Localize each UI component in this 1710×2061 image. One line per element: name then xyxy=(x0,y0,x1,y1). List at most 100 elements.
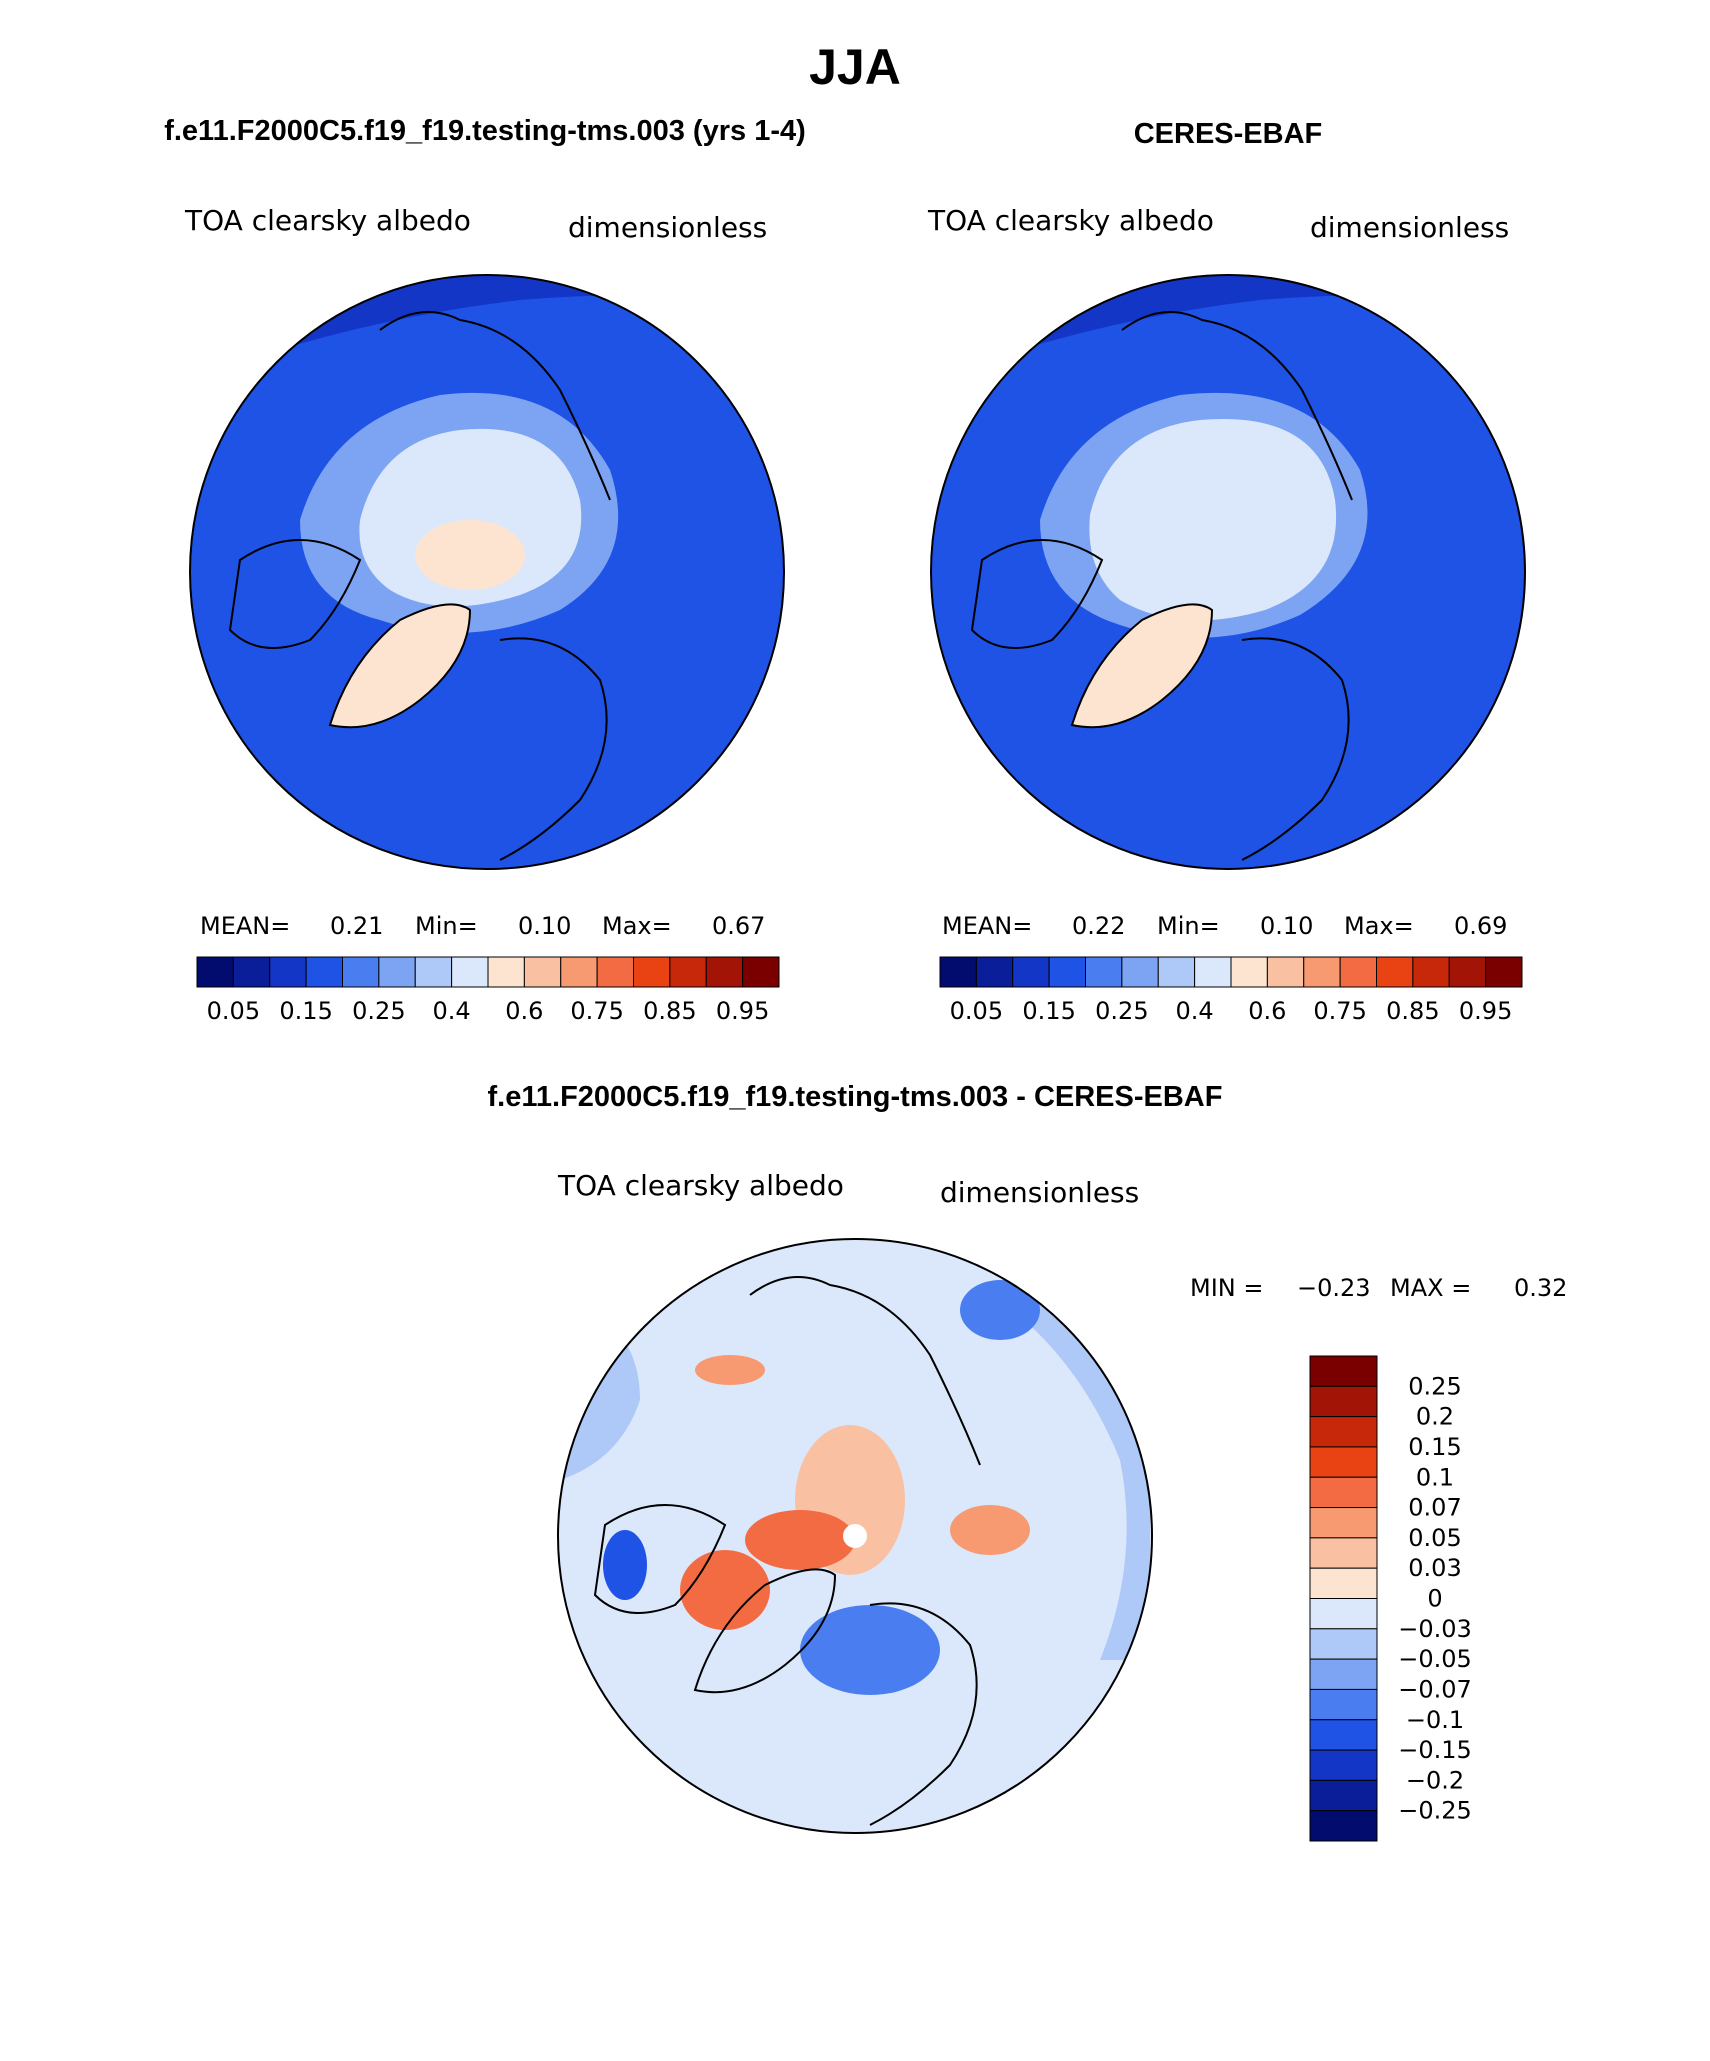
colorbar-model-swatch xyxy=(196,956,234,988)
panel-obs-title: CERES-EBAF xyxy=(1134,118,1323,150)
map-diff-pole-hole xyxy=(843,1524,867,1548)
map-model-north-america xyxy=(228,539,362,649)
colorbar-obs-swatch xyxy=(1303,956,1341,988)
map-diff-positive-alaska xyxy=(695,1355,765,1385)
colorbar-diff-tick-label: 0.2 xyxy=(1416,1403,1454,1431)
map-diff-negative-east xyxy=(1000,1300,1150,1660)
map-obs xyxy=(931,275,1525,869)
colorbar-obs-swatch xyxy=(1230,956,1268,988)
colorbar-model-tick-label: 0.85 xyxy=(643,997,696,1025)
map-model-siberia-coast xyxy=(379,311,611,501)
panel-diff-title: f.e11.F2000C5.f19_f19.testing-tms.003 - … xyxy=(488,1081,1223,1113)
colorbar-diff-tick-label: −0.1 xyxy=(1406,1706,1464,1734)
colorbar-diff-swatch xyxy=(1309,1537,1378,1569)
stats-model-min: 0.10 xyxy=(518,912,571,940)
colorbar-diff-swatch xyxy=(1309,1567,1378,1599)
stats-obs-mean: 0.22 xyxy=(1072,912,1125,940)
minmax-diff-min: −0.23 xyxy=(1297,1274,1371,1302)
colorbar-obs-swatch xyxy=(1266,956,1305,988)
colorbar-diff-swatch xyxy=(1309,1688,1378,1721)
colorbar-model-swatch xyxy=(378,956,416,988)
map-obs-eurasia xyxy=(1241,637,1350,861)
colorbar-obs-tick-label: 0.05 xyxy=(950,997,1003,1025)
stats-model-mean: 0.21 xyxy=(330,912,383,940)
panel-obs: CERES-EBAF TOA clearsky albedo dimension… xyxy=(927,118,1526,1025)
stats-obs-min: 0.10 xyxy=(1260,912,1313,940)
map-obs-polar-anomaly xyxy=(1175,532,1255,588)
minmax-diff-max: 0.32 xyxy=(1514,1274,1567,1302)
colorbar-obs-tick-label: 0.75 xyxy=(1313,997,1366,1025)
colorbar-obs-swatch xyxy=(1157,956,1196,988)
colorbar-model-tick-label: 0.4 xyxy=(433,997,471,1025)
colorbar-model-swatch xyxy=(487,956,525,988)
map-model xyxy=(190,275,784,869)
stats-model-min-label: Min= xyxy=(415,912,478,940)
colorbar-obs-tick-label: 0.15 xyxy=(1022,997,1075,1025)
colorbar-obs-swatch xyxy=(1048,956,1086,988)
colorbar-model-swatch xyxy=(669,956,707,988)
stats-model-max: 0.67 xyxy=(712,912,765,940)
colorbar-model xyxy=(196,956,780,988)
map-obs-siberia-coast xyxy=(1121,311,1353,501)
colorbar-diff xyxy=(1309,1355,1378,1842)
map-obs-greenland xyxy=(1070,603,1214,729)
map-model-ice-pack xyxy=(359,428,582,607)
panel-model: f.e11.F2000C5.f19_f19.testing-tms.003 (y… xyxy=(164,115,806,1025)
map-diff-eurasia-outline xyxy=(869,1602,978,1826)
colorbar-diff-tick-label: 0.15 xyxy=(1408,1433,1461,1461)
colorbar-obs-swatch xyxy=(1485,956,1523,988)
colorbar-model-tick-label: 0.25 xyxy=(352,997,405,1025)
colorbar-diff-tick-label: −0.07 xyxy=(1398,1675,1472,1703)
map-model-polar-anomaly xyxy=(415,520,525,590)
panel-model-title: f.e11.F2000C5.f19_f19.testing-tms.003 (y… xyxy=(164,115,806,147)
colorbar-model-swatch xyxy=(705,956,744,988)
map-diff-negative-pacific xyxy=(960,1280,1040,1340)
page-title: JJA xyxy=(809,39,901,95)
colorbar-diff-swatch xyxy=(1309,1476,1378,1509)
colorbar-model-swatch xyxy=(342,956,380,988)
colorbar-diff-swatch xyxy=(1309,1658,1378,1690)
colorbar-model-swatch xyxy=(232,956,271,988)
colorbar-obs-tick-label: 0.25 xyxy=(1095,997,1148,1025)
colorbar-diff-swatch xyxy=(1309,1416,1378,1448)
panel-obs-variable: TOA clearsky albedo xyxy=(927,204,1214,237)
colorbar-diff-tick-label: 0.03 xyxy=(1408,1554,1461,1582)
stats-obs-min-label: Min= xyxy=(1157,912,1220,940)
stats-model-mean-label: MEAN= xyxy=(200,912,290,940)
colorbar-model-tick-label: 0.95 xyxy=(716,997,769,1025)
minmax-diff-min-label: MIN = xyxy=(1190,1274,1263,1302)
colorbar-diff-ticks: 0.250.20.150.10.070.050.030−0.03−0.05−0.… xyxy=(1398,1372,1472,1824)
colorbar-model-ticks: 0.05 0.15 0.25 0.4 0.6 0.75 0.85 0.95 xyxy=(207,997,770,1025)
colorbar-model-swatch xyxy=(633,956,671,988)
map-obs-ice-pack xyxy=(1089,419,1337,621)
colorbar-diff-swatch xyxy=(1309,1628,1378,1660)
map-model-greenland xyxy=(328,603,472,729)
panel-diff-variable: TOA clearsky albedo xyxy=(557,1169,844,1202)
colorbar-diff-swatch xyxy=(1309,1446,1378,1478)
colorbar-obs-swatch xyxy=(1339,956,1377,988)
colorbar-obs-swatch xyxy=(1085,956,1123,988)
panel-diff-units: dimensionless xyxy=(940,1176,1139,1209)
colorbar-model-swatch xyxy=(560,956,598,988)
panel-diff: f.e11.F2000C5.f19_f19.testing-tms.003 - … xyxy=(488,1081,1567,1842)
colorbar-diff-swatch xyxy=(1309,1355,1378,1387)
colorbar-obs-swatch xyxy=(1012,956,1050,988)
colorbar-obs-swatch xyxy=(1412,956,1450,988)
colorbar-obs-swatch xyxy=(1121,956,1159,988)
colorbar-obs-swatch xyxy=(1448,956,1487,988)
colorbar-obs-tick-label: 0.4 xyxy=(1176,997,1214,1025)
map-diff xyxy=(558,1239,1152,1833)
colorbar-diff-swatch xyxy=(1309,1779,1378,1812)
colorbar-model-swatch xyxy=(414,956,453,988)
colorbar-obs-tick-label: 0.85 xyxy=(1386,997,1439,1025)
colorbar-obs-swatch xyxy=(1194,956,1232,988)
colorbar-diff-tick-label: 0.1 xyxy=(1416,1463,1454,1491)
colorbar-diff-tick-label: −0.25 xyxy=(1398,1797,1472,1825)
panel-model-variable: TOA clearsky albedo xyxy=(184,204,471,237)
colorbar-obs-swatch xyxy=(939,956,977,988)
colorbar-diff-tick-label: −0.15 xyxy=(1398,1736,1472,1764)
colorbar-obs-swatch xyxy=(975,956,1014,988)
colorbar-model-tick-label: 0.75 xyxy=(570,997,623,1025)
colorbar-model-tick-label: 0.05 xyxy=(207,997,260,1025)
